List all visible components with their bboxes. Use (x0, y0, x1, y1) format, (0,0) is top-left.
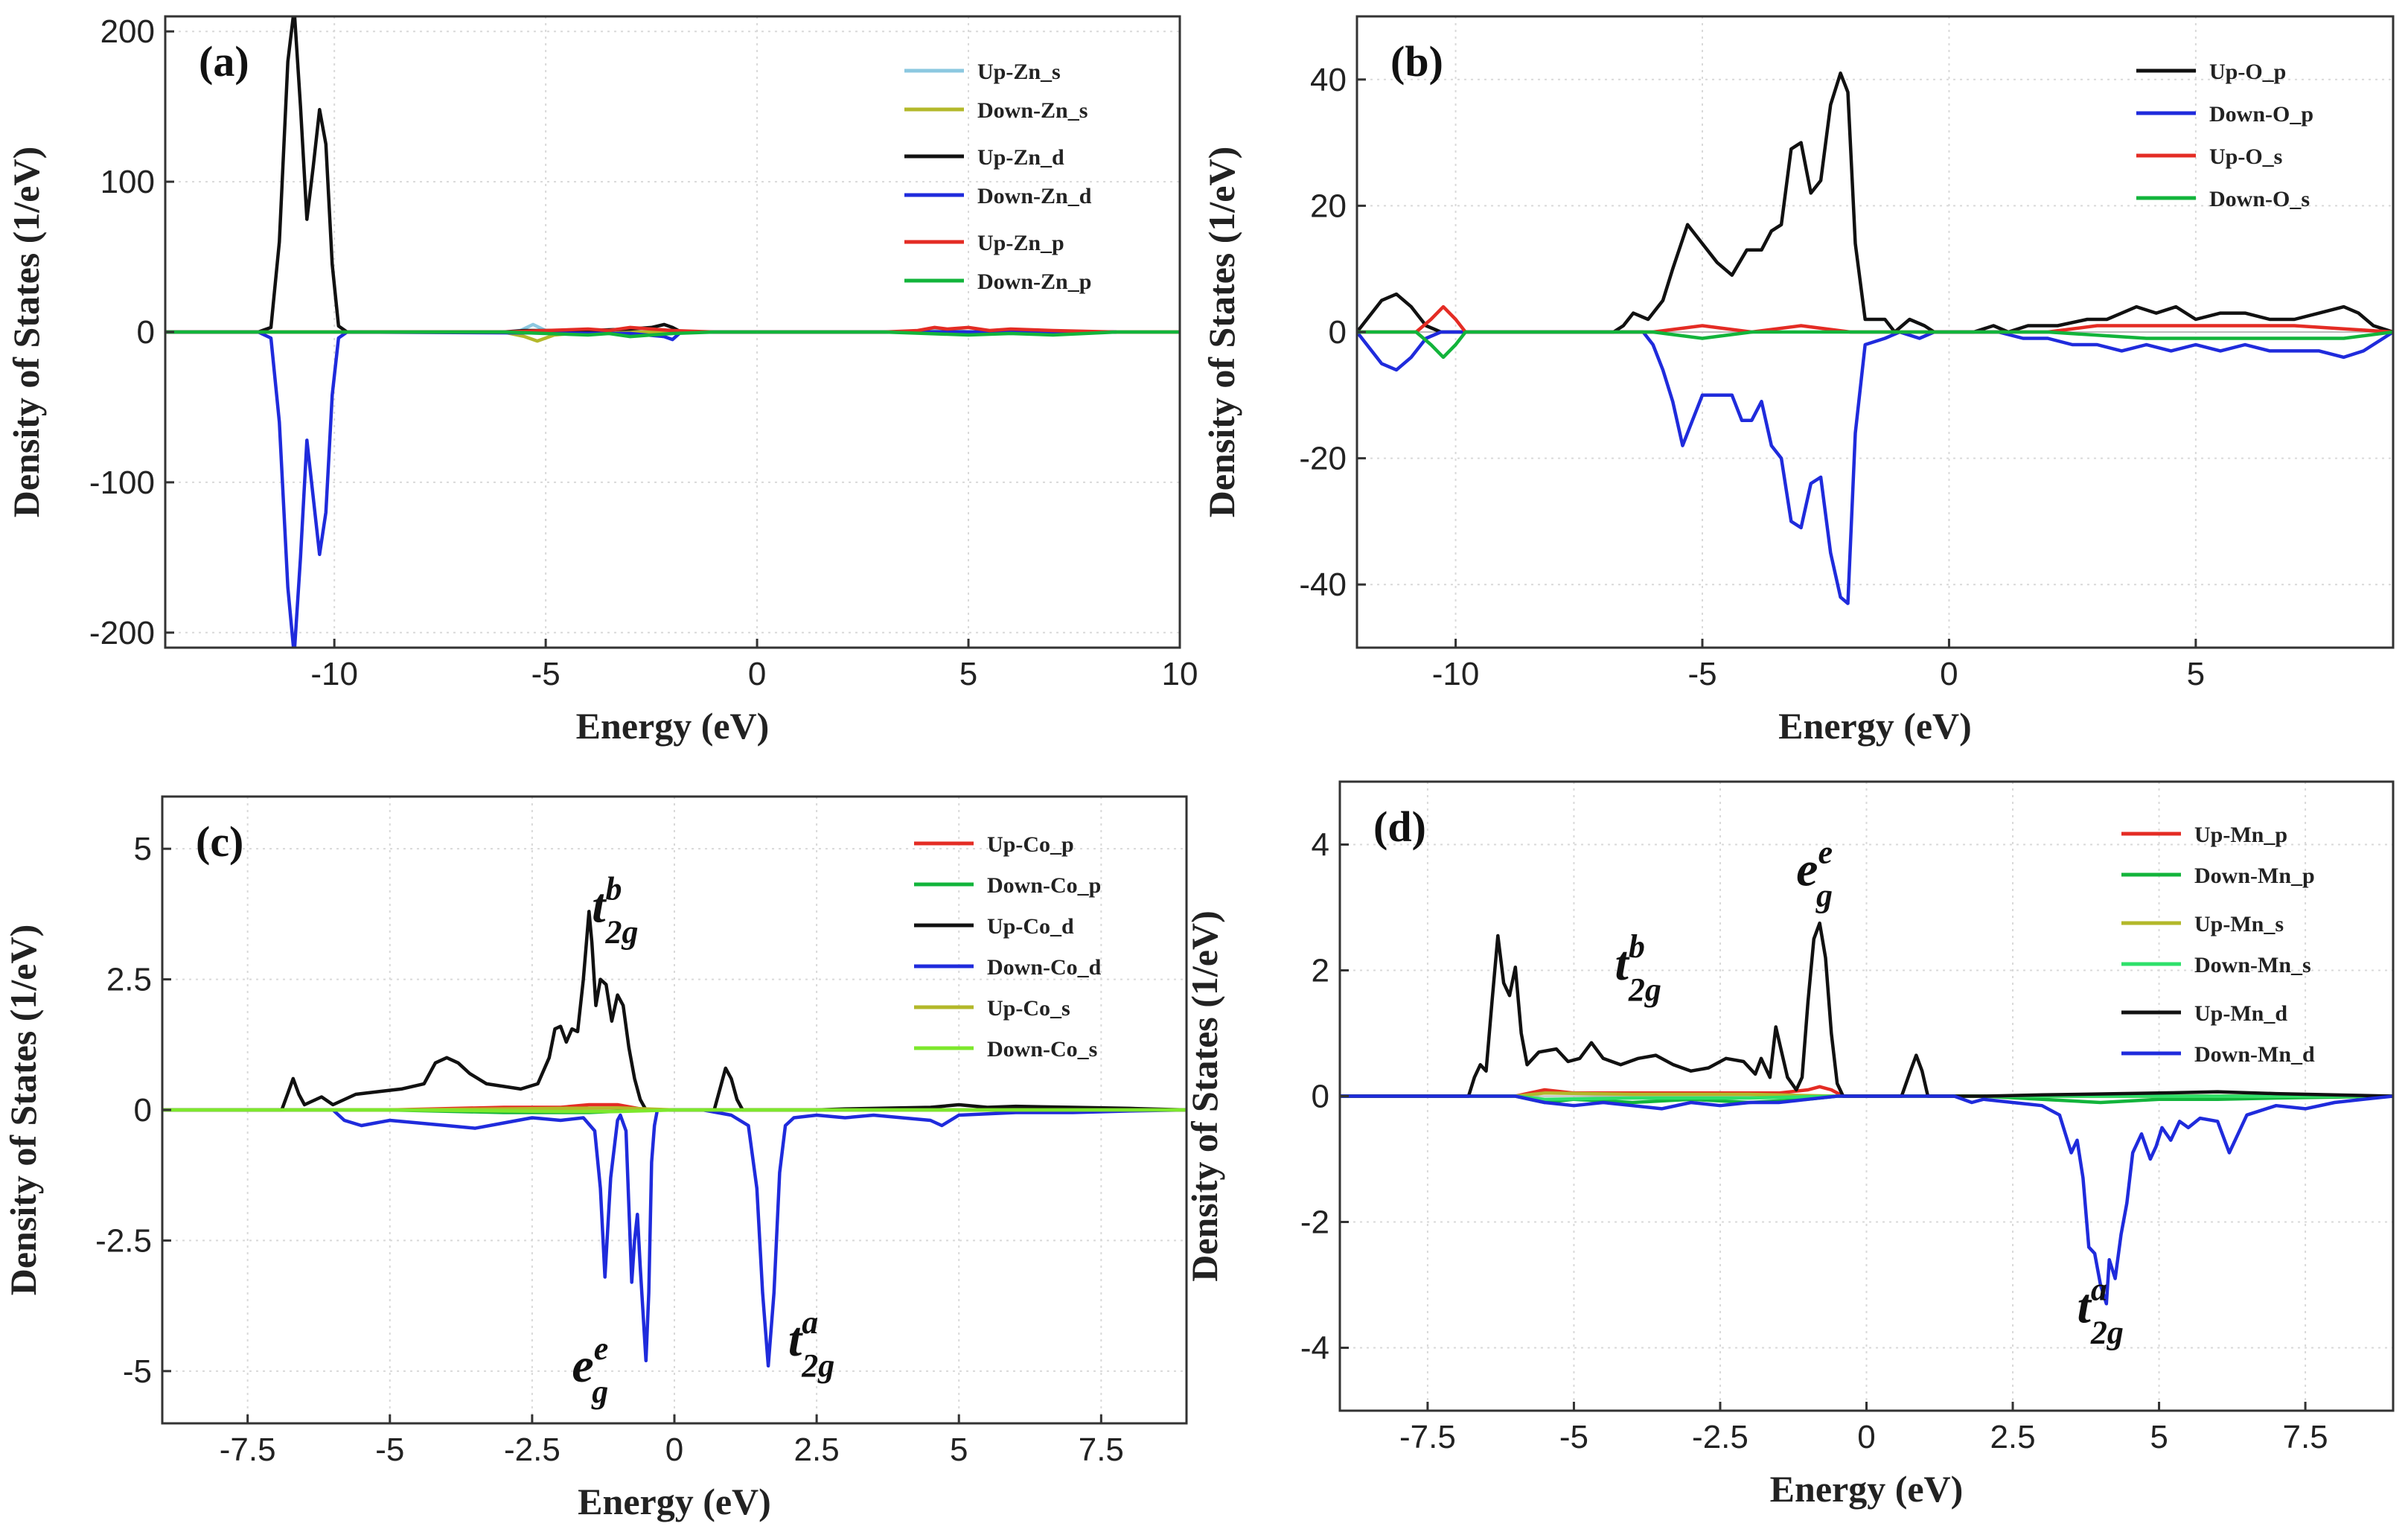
x-tick-label: 5 (950, 1432, 968, 1468)
y-tick-label: -100 (89, 465, 155, 501)
x-tick-label: 0 (1857, 1419, 1875, 1455)
y-tick-label: 20 (1310, 188, 1347, 224)
x-tick-label: 5 (959, 656, 977, 692)
x-tick-label: 0 (748, 656, 766, 692)
legend-label: Up-Zn_s (977, 60, 1061, 84)
series-line-down-mn-d (1340, 1094, 2393, 1306)
y-tick-label: 100 (100, 164, 155, 200)
legend-label: Down-Mn_s (2194, 953, 2311, 977)
y-axis-label: Density of States (1/eV) (1184, 910, 1225, 1282)
series-line-up-o-s (1357, 304, 2393, 334)
legend-label: Up-O_p (2209, 60, 2286, 84)
legend-label: Up-Mn_p (2194, 823, 2287, 847)
x-tick-label: -10 (1432, 656, 1480, 692)
y-tick-label: -2 (1300, 1204, 1329, 1241)
panel-tag: (d) (1373, 802, 1426, 851)
x-tick-label: 10 (1162, 656, 1198, 692)
x-tick-label: 7.5 (2282, 1419, 2328, 1455)
x-tick-label: -5 (375, 1432, 404, 1468)
y-tick-label: 0 (1329, 314, 1347, 351)
y-tick-label: 5 (134, 831, 152, 867)
legend-label: Down-Mn_p (2194, 864, 2315, 888)
legend-label: Up-Mn_s (2194, 912, 2284, 936)
chart-panel-2: -7.5 -5 -2.5 0 2.5 5 7.5 -5 -2.5 0 2.5 5 Energy (eV)… (2, 795, 1188, 1522)
legend-label: Up-Mn_d (2194, 1001, 2287, 1026)
y-tick-label: 0 (134, 1092, 152, 1129)
legend-label: Down-Co_p (987, 873, 1101, 898)
x-tick-label: -7.5 (1399, 1419, 1456, 1455)
y-tick-label: 0 (1312, 1079, 1329, 1115)
x-tick-label: -10 (310, 656, 358, 692)
legend-label: Up-O_s (2209, 144, 2282, 169)
series-line-down-co-s (162, 1108, 1187, 1114)
x-tick-label: -2.5 (1692, 1419, 1748, 1455)
orbital-annotation: ee g (572, 1330, 608, 1410)
y-tick-label: 2 (1312, 953, 1329, 989)
orbital-annotation: tb 2g (592, 870, 638, 950)
y-tick-label: 2.5 (106, 962, 152, 998)
legend-label: Down-O_s (2209, 187, 2310, 211)
x-tick-label: 5 (2150, 1419, 2168, 1455)
x-tick-label: 5 (2187, 656, 2205, 692)
legend-label: Down-Zn_p (977, 269, 1091, 294)
y-axis-label: Density of States (1/eV) (5, 147, 47, 518)
panel-tag: (b) (1390, 37, 1443, 86)
panel-tag: (a) (199, 37, 249, 86)
series-line-down-o-p (1357, 330, 2393, 605)
x-tick-label: -2.5 (504, 1432, 561, 1468)
series-line-down-zn-p (165, 330, 1180, 339)
legend-label: Down-O_p (2209, 102, 2313, 127)
x-tick-label: -5 (1559, 1419, 1588, 1455)
series-line-down-zn-d (165, 330, 1117, 648)
y-tick-label: -5 (123, 1353, 152, 1390)
legend-label: Up-Co_s (987, 996, 1070, 1021)
x-tick-label: -5 (1687, 656, 1716, 692)
legend-label: Down-Co_s (987, 1037, 1097, 1062)
y-tick-label: 40 (1310, 62, 1347, 98)
y-axis-label: Density of States (1/eV) (1201, 147, 1242, 518)
series-line-down-o-s (1357, 330, 2393, 360)
y-tick-label: 0 (137, 314, 155, 351)
y-tick-label: -20 (1299, 441, 1347, 477)
orbital-annotation: tb 2g (1615, 928, 1661, 1008)
y-tick-label: -40 (1299, 567, 1347, 603)
legend-label: Up-Co_p (987, 832, 1074, 857)
x-tick-label: 0 (1940, 656, 1958, 692)
x-tick-label: -7.5 (220, 1432, 276, 1468)
series-line-up-o-p (1357, 71, 2393, 334)
legend-label: Up-Co_d (987, 914, 1074, 939)
y-tick-label: 200 (100, 13, 155, 50)
x-tick-label: 0 (665, 1432, 683, 1468)
series-line-up-zn-d (165, 16, 1117, 334)
y-tick-label: -200 (89, 615, 155, 651)
x-tick-label: 2.5 (794, 1432, 840, 1468)
orbital-annotation: ta 2g (2078, 1271, 2124, 1351)
legend-label: Down-Mn_d (2194, 1042, 2315, 1067)
chart-panel-3: -7.5 -5 -2.5 0 2.5 5 7.5 -4 -2 0 2 4 Energy (eV) Dens… (1184, 780, 2395, 1510)
x-axis-label: Energy (eV) (576, 705, 770, 747)
chart-panel-0: -10 -5 0 5 10 -200 -100 0 100 200 Energy (eV) Densi… (5, 13, 1198, 747)
legend-label: Down-Zn_s (977, 98, 1088, 123)
y-tick-label: -4 (1300, 1330, 1329, 1367)
x-axis-label: Energy (eV) (578, 1481, 771, 1522)
y-tick-label: 4 (1312, 827, 1329, 864)
x-tick-label: 7.5 (1079, 1432, 1124, 1468)
x-axis-label: Energy (eV) (1778, 705, 1972, 747)
legend-label: Up-Zn_p (977, 231, 1064, 255)
y-tick-label: -2.5 (95, 1222, 152, 1259)
y-axis-label: Density of States (1/eV) (2, 925, 44, 1296)
panel-tag: (c) (196, 817, 243, 866)
x-tick-label: 2.5 (1990, 1419, 2035, 1455)
orbital-annotation: ta 2g (788, 1304, 834, 1384)
x-axis-label: Energy (eV) (1770, 1468, 1964, 1510)
chart-panel-1: -10 -5 0 5 -40 -20 0 20 40 Energy (eV) Density of … (1201, 15, 2395, 747)
legend-label: Up-Zn_d (977, 145, 1064, 170)
series-line-up-mn-d (1340, 921, 2393, 1098)
series-line-down-co-d (162, 1108, 1187, 1368)
orbital-annotation: ee g (1796, 834, 1833, 913)
x-tick-label: -5 (531, 656, 561, 692)
legend-label: Down-Zn_d (977, 184, 1092, 208)
legend-label: Down-Co_d (987, 955, 1102, 980)
